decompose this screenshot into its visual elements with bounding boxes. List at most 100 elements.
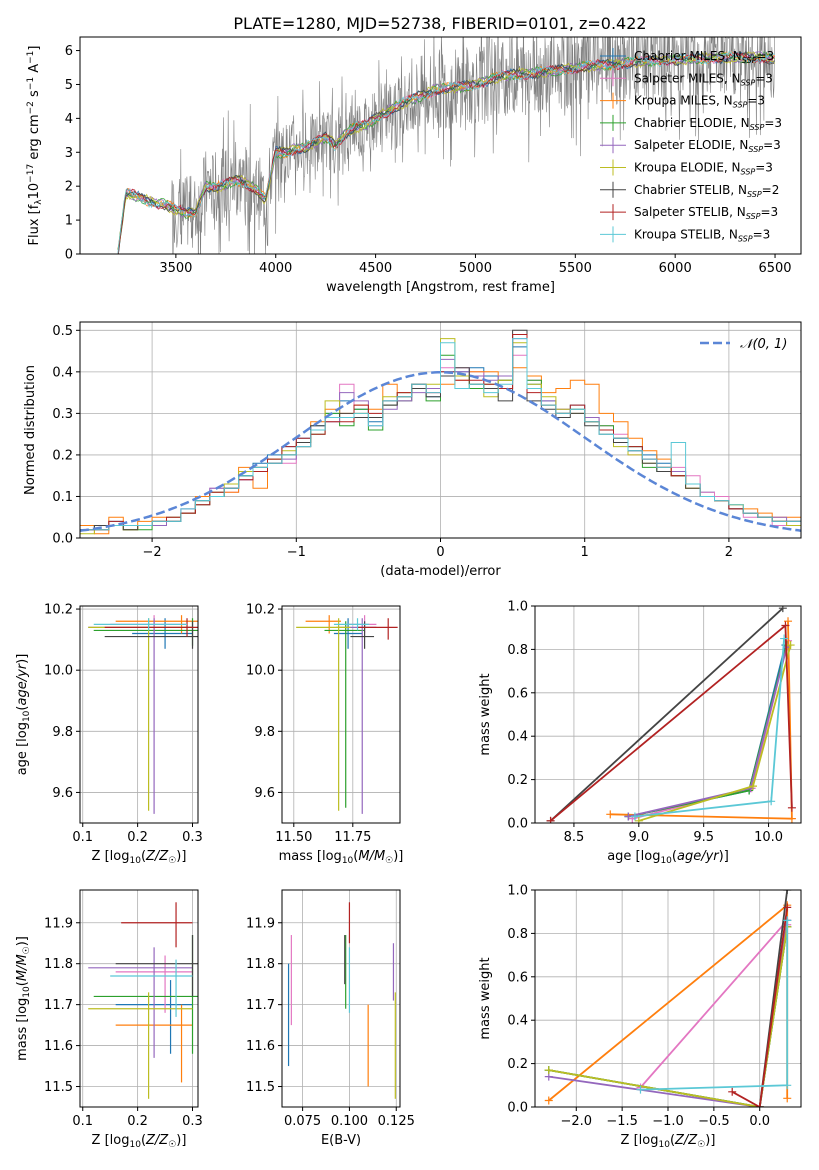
x-tick-label: −1.5 — [606, 1114, 638, 1129]
y-axis-label: Flux [fλ10−17 erg cm−2 s−1 A−1] — [26, 46, 44, 246]
mass-weight-marker — [783, 916, 792, 925]
mass-weight-line — [628, 644, 787, 818]
x-axis-label: (data-model)/error — [380, 564, 501, 579]
x-tick-label: 0.0 — [749, 1114, 770, 1129]
y-tick-label: 11.7 — [44, 998, 73, 1013]
label-part: 10 — [342, 856, 354, 866]
plot-area — [117, 37, 776, 254]
x-tick-label: 0.075 — [284, 1114, 321, 1129]
y-tick-label: 1 — [65, 214, 73, 229]
y-tick-label: 9.8 — [254, 725, 275, 740]
label-part: )] — [176, 849, 186, 864]
panel-mass-vs-EBV: 0.075 0.100 0.125 11.5 11.6 11.7 11.8 11.9 E(B-V… — [246, 889, 415, 1148]
legend-value: =2 — [762, 183, 780, 197]
mass-weight-marker — [630, 812, 639, 821]
legend-sub: SSP — [750, 123, 765, 132]
y-tick-label: 1.0 — [507, 884, 528, 899]
label-part: 10 — [129, 1140, 141, 1150]
legend-label: Kroupa ELODIE, NSSP=3 — [634, 161, 773, 177]
y-axis-label: mass [log10(M/M☉)] — [15, 936, 32, 1061]
spectrum-model-line — [117, 51, 775, 254]
label-part: age [log — [607, 849, 660, 864]
x-axis-label: Z [log10(Z/Z☉)] — [92, 849, 187, 866]
label-part: ] — [27, 46, 42, 51]
legend-text: Salpeter STELIB, N — [634, 205, 746, 219]
mass-weight-marker — [544, 1066, 553, 1075]
label-part: ( — [15, 981, 30, 986]
legend-sub: SSP — [738, 234, 753, 243]
x-tick-label: −1 — [287, 545, 306, 560]
x-tick-label: −2.0 — [560, 1114, 592, 1129]
y-tick-label: 0.0 — [52, 532, 73, 547]
x-tick-label: 6000 — [659, 261, 692, 276]
x-tick-label: 5500 — [559, 261, 592, 276]
y-tick-label: 11.6 — [246, 1039, 275, 1054]
label-part: ☉ — [168, 1140, 176, 1150]
x-tick-label: 2 — [725, 545, 733, 560]
label-part: )] — [15, 654, 30, 664]
y-tick-label: 3 — [65, 146, 73, 161]
mass-weight-marker — [728, 1087, 737, 1096]
mass-weight-marker — [781, 621, 790, 630]
residual-legend: 𝒩(0, 1) — [700, 337, 787, 352]
x-tick-label: 0.1 — [72, 830, 93, 845]
label-part: )] — [176, 1133, 186, 1148]
plot-area — [88, 615, 198, 814]
panel-age-vs-mass: 11.50 11.75 9.6 9.8 10.0 10.2 mass [log10(M/M☉… — [246, 603, 403, 866]
label-part: 10 — [27, 183, 42, 200]
panel-massweight-vs-age: 8.5 9.0 9.5 10.0 0.0 0.2 0.4 0.6 0.8 1.0 age [log1… — [478, 600, 802, 866]
legend-value: =3 — [755, 161, 773, 175]
plot-area — [296, 615, 398, 814]
y-tick-label: 0.8 — [507, 927, 528, 942]
label-part: λ — [34, 199, 44, 205]
label-part: mass weight — [478, 673, 493, 755]
plot-area — [287, 902, 396, 1099]
spectrum-model-line — [117, 50, 775, 254]
legend-sub: SSP — [733, 101, 748, 110]
y-tick-label: 0.3 — [52, 407, 73, 422]
panel-spectrum: 3500 4000 4500 5000 5500 6000 6500 0 1 2 3 4 5 6 wavel… — [26, 36, 802, 295]
label-part: ( — [670, 1133, 675, 1148]
legend-sub: SSP — [746, 212, 761, 221]
legend-label: Chabrier MILES, NSSP=3 — [634, 49, 774, 65]
y-tick-label: 5 — [65, 78, 73, 93]
label-part: )] — [705, 1133, 715, 1148]
y-tick-label: 6 — [65, 44, 73, 59]
x-tick-label: 0.1 — [72, 1114, 93, 1129]
label-part: M/M — [15, 954, 30, 981]
y-tick-label: 11.9 — [44, 916, 73, 931]
spectrum-model-line — [117, 51, 775, 254]
label-part: Flux [f — [27, 204, 42, 245]
legend-text: Kroupa STELIB, N — [634, 227, 738, 241]
label-part: 10 — [22, 986, 32, 998]
y-tick-label: 0.5 — [52, 324, 73, 339]
x-tick-label: 1 — [581, 545, 589, 560]
mass-weight-line — [550, 623, 793, 822]
mass-weight-line — [634, 638, 785, 818]
x-tick-label: 0.2 — [127, 1114, 148, 1129]
y-tick-label: 11.5 — [44, 1080, 73, 1095]
x-tick-label: −1.0 — [652, 1114, 684, 1129]
spectrum-data-line — [117, 37, 776, 254]
axes-frame — [79, 36, 802, 255]
label-part: ( — [141, 1133, 146, 1148]
label-part: (data-model)/error — [380, 564, 501, 579]
label-part: Z [log — [92, 1133, 130, 1148]
x-tick-label: −2 — [143, 545, 162, 560]
x-axis-label: age [log10(age/yr)] — [607, 849, 729, 866]
y-tick-label: 0.1 — [52, 490, 73, 505]
x-axis-label: E(B-V) — [321, 1133, 361, 1148]
legend-sub: SSP — [741, 168, 756, 177]
mass-weight-marker — [778, 606, 787, 613]
x-tick-label: 4500 — [359, 261, 392, 276]
y-tick-label: 9.6 — [52, 786, 73, 801]
legend-text: Chabrier ELODIE, N — [634, 116, 750, 130]
mass-weight-marker — [755, 1103, 764, 1107]
label-part: 10 — [129, 856, 141, 866]
legend-value: =3 — [755, 71, 773, 85]
mass-weight-marker — [634, 816, 643, 823]
mass-weight-marker — [606, 810, 615, 819]
plot-area — [88, 902, 198, 1099]
figure-title: PLATE=1280, MJD=52738, FIBERID=0101, z=0… — [233, 14, 646, 33]
